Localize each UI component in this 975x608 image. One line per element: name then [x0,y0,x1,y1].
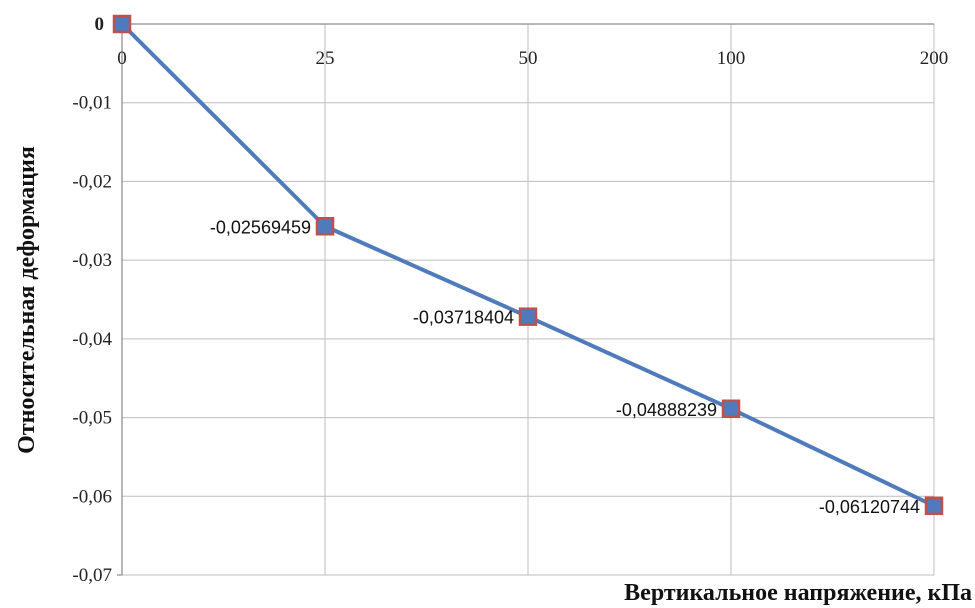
data-label: -0,06120744 [819,497,920,517]
y-tick-labels: 0 -0,01 -0,02 -0,03 -0,04 -0,05 -0,06 -0,07 [72,14,112,586]
data-labels: -0,02569459 -0,03718404 -0,04888239 -0,0612… [210,217,920,517]
y-axis-title: Относительная деформация [14,146,40,454]
x-tick-labels: 0 25 50 100 200 [117,48,948,69]
x-tick-label: 0 [117,48,127,69]
x-tick-label: 50 [519,48,538,69]
x-tick-label: 200 [920,48,949,69]
grid-lines [122,24,935,576]
y-tick-label: -0,04 [72,329,112,350]
y-tick-label: -0,05 [72,408,112,429]
data-point-marker [924,496,944,516]
data-point-marker [315,217,335,236]
data-label: -0,03718404 [413,308,514,328]
y-tick-label: -0,02 [72,171,112,192]
data-series [112,14,944,516]
axes [117,23,934,576]
y-tick-label: -0,03 [72,250,112,271]
x-axis-title: Вертикальное напряжение, кПа [624,580,972,606]
data-label: -0,04888239 [616,400,717,420]
data-point-marker [112,14,132,34]
x-tick-label: 25 [316,48,335,69]
y-tick-label: -0,06 [72,486,112,507]
data-point-marker [721,399,741,419]
data-point-marker [518,307,538,326]
x-tick-label: 100 [717,48,746,69]
y-tick-label: 0 [95,14,105,35]
data-label: -0,02569459 [210,217,311,237]
y-tick-label: -0,01 [72,93,112,114]
y-tick-label: -0,07 [72,565,112,586]
